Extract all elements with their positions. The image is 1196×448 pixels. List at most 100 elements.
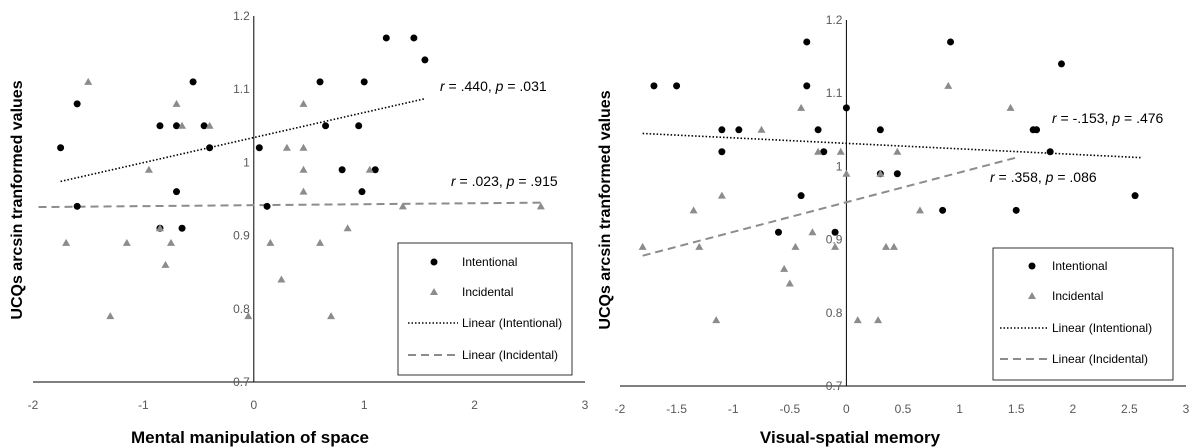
chart-2-x-tick-label: 3 <box>1183 402 1190 416</box>
chart-2-point-incidental <box>814 147 823 155</box>
chart-2-legend-intentional: Intentional <box>1052 259 1107 273</box>
chart-1-x-tick-label: 2 <box>471 398 478 412</box>
chart-2-legend: Intentional Incidental Linear (Intention… <box>992 247 1174 381</box>
chart-1-point-intentional <box>173 188 181 196</box>
chart-1-point-intentional <box>322 122 330 130</box>
chart-2-legend-incidental-marker <box>1028 292 1036 299</box>
chart-1-point-intentional <box>382 34 390 42</box>
chart-1-point-intentional <box>200 122 208 130</box>
chart-2-legend-incidental: Incidental <box>1052 289 1103 303</box>
chart-2-point-incidental <box>695 242 704 250</box>
chart-1-y-tick-label: 0.8 <box>233 302 250 316</box>
chart-1-y-tick-label: 0.7 <box>233 375 250 389</box>
chart-2-point-intentional <box>876 126 884 134</box>
chart-1-point-intentional <box>316 78 324 86</box>
chart-2-incidental-r-label: r <box>990 169 996 185</box>
chart-1-point-incidental <box>365 165 374 173</box>
chart-1-legend-incidental-marker <box>430 288 438 295</box>
chart-1-incidental-annotation: r = .023, p = .915 <box>451 173 558 189</box>
chart-1-point-intentional <box>156 122 164 130</box>
chart-1-point-intentional <box>206 144 214 152</box>
chart-1-trendline-dashed <box>38 201 541 209</box>
chart-2-x-tick-label: 2.5 <box>1121 402 1138 416</box>
chart-1-y-tick-label: 1 <box>243 155 250 169</box>
chart-2-point-intentional <box>947 38 955 46</box>
chart-2-y-tick-label: 1.1 <box>826 86 843 100</box>
chart-2-incidental-p-value: = .086 <box>1053 169 1096 185</box>
chart-1-trendline-dotted <box>60 97 426 183</box>
chart-1-point-incidental <box>277 275 286 283</box>
chart-2-intentional-p-value: = .476 <box>1120 110 1163 126</box>
chart-2-y-tick-label: 0.8 <box>826 306 843 320</box>
chart-2-point-incidental <box>689 206 698 214</box>
chart-2-point-intentional <box>774 228 782 236</box>
chart-1-point-intentional <box>73 100 81 108</box>
chart-2-point-intentional <box>673 82 681 90</box>
chart-1: Mental manipulation of space UCQs arcsin… <box>9 78 573 447</box>
chart-2-legend-linear-incidental: Linear (Incidental) <box>1052 352 1148 366</box>
chart-1-plot: -2 -1 0 1 2 3 0.7 0.8 0.9 1 1.1 1.2 <box>28 9 589 412</box>
chart-1-incidental-p-value: = .915 <box>514 173 557 189</box>
chart-1-point-intentional <box>73 202 81 210</box>
chart-1-y-axis-label: UCQs arcsin tranformed values <box>9 80 26 319</box>
chart-1-point-incidental <box>282 143 291 151</box>
chart-1-point-intentional <box>189 78 197 86</box>
chart-2-point-incidental <box>874 316 883 324</box>
chart-2-point-intentional <box>893 170 901 178</box>
chart-2-point-intentional <box>831 228 839 236</box>
chart-2-point-incidental <box>808 228 817 236</box>
chart-1-point-incidental <box>299 99 308 107</box>
chart-1-x-tick-label: 0 <box>250 398 257 412</box>
chart-2-point-incidental <box>876 169 885 177</box>
chart-2-point-incidental <box>785 279 794 287</box>
chart-1-legend-intentional: Intentional <box>462 255 517 269</box>
chart-2-intentional-r-value: = -.153, <box>1057 110 1113 126</box>
chart-1-point-intentional <box>421 56 429 64</box>
chart-1-intentional-p-value: = .031 <box>503 78 546 94</box>
chart-2-x-tick-label: 0.5 <box>895 402 912 416</box>
chart-2-point-incidental <box>780 264 789 272</box>
chart-1-point-incidental <box>178 121 187 129</box>
chart-2-y-tick-label: 0.7 <box>826 379 843 393</box>
chart-2-point-incidental <box>842 169 851 177</box>
chart-1-point-intentional <box>57 144 65 152</box>
chart-2-point-intentional <box>939 206 947 214</box>
chart-1-incidental-p-label: p <box>506 173 515 189</box>
chart-1-point-intentional <box>410 34 418 42</box>
chart-2-y-axis-label: UCQs arcsin tranformed values <box>597 90 614 329</box>
chart-1-point-intentional <box>358 188 366 196</box>
chart-2-point-intentional <box>814 126 822 134</box>
chart-1-point-incidental <box>62 238 71 246</box>
chart-2-legend-linear-intentional: Linear (Intentional) <box>1052 321 1152 335</box>
chart-2-point-incidental <box>797 103 806 111</box>
chart-2-point-incidental <box>757 125 766 133</box>
chart-1-intentional-p-label: p <box>495 78 504 94</box>
chart-2-incidental-annotation: r = .358, p = .086 <box>990 169 1097 185</box>
chart-2-point-incidental <box>915 206 924 214</box>
chart-2-x-tick-label: 1 <box>956 402 963 416</box>
chart-2-x-tick-label: -0.5 <box>779 402 800 416</box>
chart-1-legend-linear-incidental: Linear (Incidental) <box>462 348 558 362</box>
chart-2-point-intentional <box>1012 206 1020 214</box>
chart-2-intentional-annotation: r = -.153, p = .476 <box>1052 110 1164 126</box>
chart-2-point-incidental <box>638 242 647 250</box>
chart-2-y-tick-label: 0.9 <box>826 233 843 247</box>
chart-2-point-intentional <box>735 126 743 134</box>
chart-1-point-incidental <box>205 121 214 129</box>
chart-1-point-incidental <box>343 224 352 232</box>
chart-1-incidental-r-value: = .023, <box>456 173 507 189</box>
chart-2-x-tick-label: 0 <box>843 402 850 416</box>
chart-2-point-incidental <box>791 242 800 250</box>
chart-2-point-intentional <box>803 82 811 90</box>
chart-2-legend-box <box>992 247 1174 381</box>
chart-1-point-intentional <box>371 166 379 174</box>
chart-1-y-tick-label: 1.2 <box>233 9 250 23</box>
chart-1-point-intentional <box>338 166 346 174</box>
chart-1-x-tick-label: -1 <box>138 398 149 412</box>
chart-1-point-incidental <box>244 312 253 320</box>
chart-2-point-intentional <box>1046 148 1054 156</box>
chart-1-x-tick-label: -2 <box>28 398 39 412</box>
chart-1-point-incidental <box>316 238 325 246</box>
chart-1-intentional-annotation: r = .440, p = .031 <box>440 78 547 94</box>
chart-1-intentional-r-label: r <box>440 78 446 94</box>
